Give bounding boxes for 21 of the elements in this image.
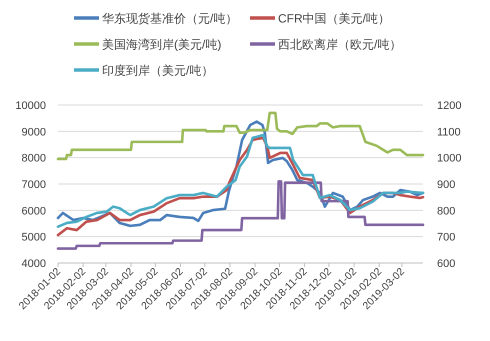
y2-tick-label: 800 bbox=[437, 205, 456, 218]
legend-label: 华东现货基准价（元/吨） bbox=[102, 12, 238, 26]
y-tick-label: 8000 bbox=[22, 152, 46, 165]
y-tick-label: 9000 bbox=[22, 126, 46, 138]
legend-label: CFR中国（美元/吨） bbox=[278, 12, 390, 26]
y2-tick-label: 600 bbox=[437, 258, 456, 270]
y-tick-label: 7000 bbox=[22, 179, 46, 191]
legend-label: 美国海湾到岸(美元/吨) bbox=[102, 38, 222, 52]
legend-label: 西北欧离岸（欧元/吨） bbox=[278, 38, 402, 52]
y2-tick-label: 700 bbox=[437, 232, 456, 244]
line-series bbox=[56, 112, 424, 160]
y2-tick-label: 1200 bbox=[437, 100, 462, 112]
y-tick-label: 10000 bbox=[15, 100, 46, 112]
y2-tick-label: 1000 bbox=[437, 152, 462, 165]
y-tick-label: 6000 bbox=[22, 205, 46, 218]
line-series bbox=[56, 180, 424, 250]
legend-label: 印度到岸（美元/吨） bbox=[102, 64, 214, 78]
y-tick-label: 4000 bbox=[22, 258, 46, 270]
y2-tick-label: 900 bbox=[437, 179, 456, 191]
y2-tick-label: 1100 bbox=[437, 126, 461, 138]
y-tick-label: 5000 bbox=[22, 232, 46, 244]
